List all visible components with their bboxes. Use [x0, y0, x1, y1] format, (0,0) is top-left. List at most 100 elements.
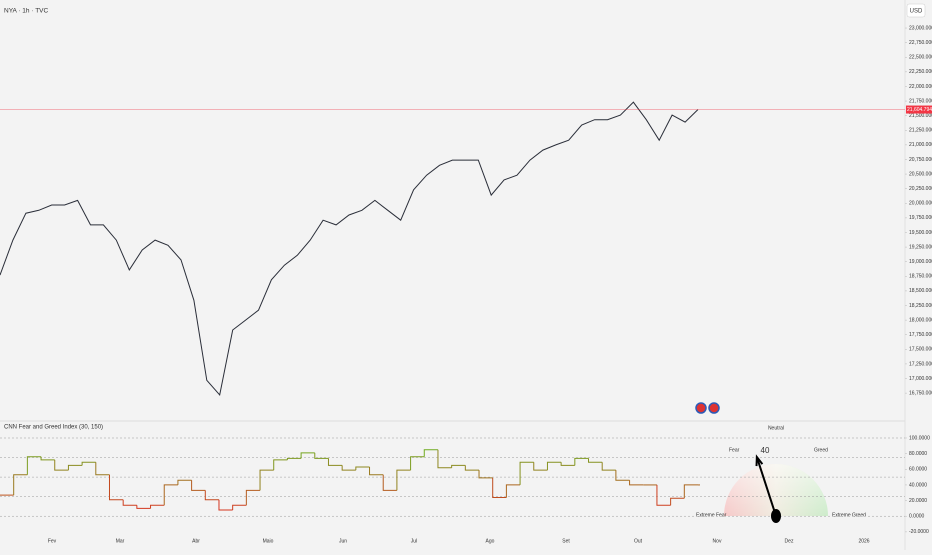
index-step — [451, 464, 466, 468]
index-step — [683, 484, 698, 499]
y-tick-label: 16,750.0000 — [909, 390, 932, 396]
x-tick-label: Maio — [263, 538, 274, 544]
x-tick-label: Abr — [192, 538, 200, 544]
y-tick-label: 17,000.0000 — [909, 376, 932, 382]
gauge-label: Fear — [729, 447, 740, 453]
index-step — [546, 461, 562, 471]
y-tick-label: 80.0000 — [909, 451, 927, 457]
index-step — [396, 469, 411, 491]
y-tick-label: 0.0000 — [909, 514, 925, 520]
gauge-value: 40 — [761, 446, 770, 455]
event-flag[interactable] — [695, 402, 707, 414]
y-tick-label: 17,250.0000 — [909, 361, 932, 367]
index-step — [560, 462, 575, 466]
x-tick-label: Nov — [713, 538, 722, 544]
index-step — [13, 474, 28, 496]
index-step — [410, 456, 425, 471]
index-step — [670, 497, 685, 506]
index-step — [601, 462, 616, 471]
index-step — [464, 465, 480, 471]
index-step — [259, 469, 274, 491]
index-step — [327, 458, 343, 466]
index-step — [656, 484, 671, 506]
x-tick-label: Out — [634, 538, 643, 544]
currency[interactable]: USD — [910, 9, 923, 15]
index-step — [519, 461, 534, 485]
y-tick-label: 21,500.0000 — [909, 113, 932, 119]
index-step — [300, 452, 315, 459]
index-step — [136, 505, 151, 509]
index-step — [177, 479, 192, 485]
y-tick-label: 20,750.0000 — [909, 157, 932, 163]
y-tick-label: 22,250.0000 — [909, 69, 932, 75]
y-tick-label: 18,250.0000 — [909, 303, 932, 309]
index-step — [163, 484, 178, 506]
y-tick-label: 18,750.0000 — [909, 274, 932, 280]
event-flag[interactable] — [708, 402, 720, 414]
price-line — [0, 101, 699, 396]
x-tick-label: 2026 — [858, 538, 869, 544]
index-step — [574, 457, 589, 466]
index-step — [191, 480, 206, 491]
y-tick-label: 17,500.0000 — [909, 347, 932, 353]
y-tick-label: 23,000.0000 — [909, 25, 932, 31]
index-step — [314, 452, 329, 459]
y-tick-label: 19,750.0000 — [909, 215, 932, 221]
x-tick-label: Ago — [486, 538, 495, 544]
index-step — [437, 449, 452, 469]
index-step — [478, 470, 493, 479]
x-tick-label: Jun — [339, 538, 347, 544]
y-tick-label: 18,000.0000 — [909, 317, 932, 323]
y-tick-label: 21,750.0000 — [909, 98, 932, 104]
index-step — [81, 461, 96, 466]
index-step — [505, 484, 521, 498]
gauge-needle-head — [755, 454, 764, 467]
y-tick-label: 22,750.0000 — [909, 40, 932, 46]
index-step — [423, 449, 438, 457]
last-price-label: 21,604.7949 — [907, 107, 932, 113]
gauge-label: Extreme Greed — [832, 512, 866, 518]
y-tick-label: 20,500.0000 — [909, 171, 932, 177]
currency-button[interactable] — [906, 3, 926, 18]
y-tick-label: 21,000.0000 — [909, 142, 932, 148]
y-tick-label: 20.0000 — [909, 498, 927, 504]
indicator-title: CNN Fear and Greed Index (30, 150) — [4, 425, 103, 431]
y-tick-label: 20,250.0000 — [909, 186, 932, 192]
y-tick-label: 21,250.0000 — [909, 128, 932, 134]
index-step — [40, 456, 55, 461]
y-tick-label: 18,500.0000 — [909, 288, 932, 294]
index-step — [150, 504, 165, 509]
x-tick-label: Dez — [785, 538, 794, 544]
y-tick-label: 17,750.0000 — [909, 332, 932, 338]
x-tick-label: Mar — [116, 538, 125, 544]
index-step — [26, 456, 42, 475]
index-step — [369, 466, 384, 476]
x-tick-label: Jul — [411, 538, 417, 544]
y-tick-label: 22,500.0000 — [909, 55, 932, 61]
gauge-needle — [755, 456, 777, 517]
x-tick-label: Set — [562, 538, 570, 544]
gauge-pivot — [771, 509, 781, 523]
y-tick-label: -20.0000 — [909, 529, 929, 535]
last-price-box — [906, 105, 932, 114]
index-step — [492, 477, 507, 498]
y-tick-label: 22,000.0000 — [909, 84, 932, 90]
y-tick-label: 19,250.0000 — [909, 244, 932, 250]
index-step — [355, 466, 370, 471]
index-step — [232, 504, 247, 510]
gauge-fade — [724, 464, 828, 516]
gauge-label: Neutral — [768, 425, 784, 431]
y-tick-label: 19,500.0000 — [909, 230, 932, 236]
index-step — [108, 474, 124, 501]
index-step — [218, 499, 233, 511]
y-tick-label: 19,000.0000 — [909, 259, 932, 265]
index-step — [286, 457, 302, 460]
y-tick-label: 20,000.0000 — [909, 201, 932, 207]
index-step — [95, 462, 110, 476]
index-step — [615, 470, 630, 481]
index-step — [588, 458, 603, 463]
index-step — [533, 462, 548, 471]
index-step — [122, 499, 137, 506]
